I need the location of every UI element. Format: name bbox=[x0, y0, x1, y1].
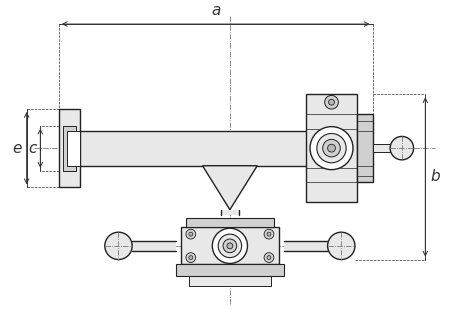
Bar bbox=[306, 95, 357, 202]
Circle shape bbox=[328, 232, 355, 259]
Bar bbox=[373, 144, 390, 152]
Circle shape bbox=[105, 232, 132, 259]
Circle shape bbox=[264, 229, 274, 239]
Circle shape bbox=[317, 133, 346, 163]
Bar bbox=[189, 276, 271, 286]
Circle shape bbox=[223, 239, 237, 253]
Circle shape bbox=[390, 136, 414, 160]
Circle shape bbox=[218, 234, 242, 258]
Bar bbox=[181, 227, 279, 264]
Circle shape bbox=[227, 243, 233, 249]
Circle shape bbox=[310, 127, 353, 170]
Circle shape bbox=[189, 256, 193, 259]
Bar bbox=[63, 126, 76, 171]
Bar bbox=[132, 241, 176, 251]
Bar bbox=[221, 210, 238, 215]
Bar bbox=[67, 131, 81, 166]
Text: c: c bbox=[28, 141, 36, 156]
Circle shape bbox=[186, 229, 196, 239]
Circle shape bbox=[267, 256, 271, 259]
Circle shape bbox=[324, 95, 338, 109]
Bar bbox=[59, 109, 81, 187]
Circle shape bbox=[264, 253, 274, 263]
Polygon shape bbox=[202, 166, 257, 210]
Bar bbox=[284, 241, 328, 251]
Bar bbox=[186, 218, 274, 227]
Circle shape bbox=[186, 253, 196, 263]
Text: e: e bbox=[13, 141, 22, 156]
Bar bbox=[81, 131, 308, 166]
Circle shape bbox=[267, 232, 271, 236]
Circle shape bbox=[328, 99, 334, 105]
Bar bbox=[176, 264, 284, 276]
Circle shape bbox=[323, 139, 340, 157]
Bar bbox=[357, 114, 373, 182]
Text: b: b bbox=[430, 169, 440, 184]
Circle shape bbox=[212, 228, 248, 264]
Text: a: a bbox=[211, 3, 220, 18]
Circle shape bbox=[189, 232, 193, 236]
Circle shape bbox=[328, 144, 335, 152]
